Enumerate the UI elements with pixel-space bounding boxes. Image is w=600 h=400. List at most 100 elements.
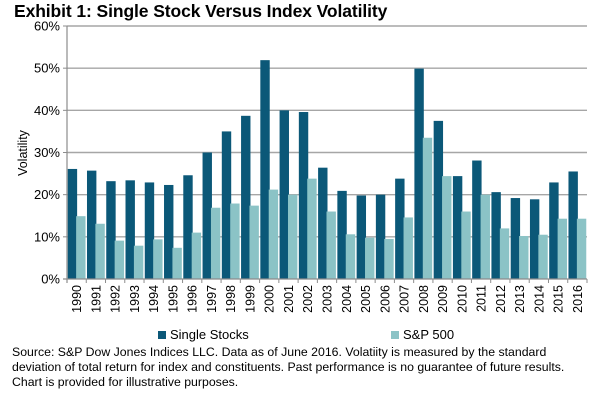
x-tick-label: 2000 [263,285,277,313]
source-line: Chart is provided for illustrative purpo… [12,375,239,389]
x-tick-label: 1991 [89,285,103,313]
bar-sp500 [461,211,471,279]
bar-sp500 [345,234,356,279]
bar-sp500 [172,247,182,279]
y-tick-label: 60% [34,19,60,34]
y-axis-label: Volatility [16,129,30,176]
x-tick-label: 2005 [359,285,373,313]
x-tick-label: 2007 [398,285,412,313]
y-tick-label: 30% [34,145,60,160]
bar-single-stocks [318,167,328,279]
x-tick-label: 2002 [301,285,315,313]
source-note: Source: S&P Dow Jones Indices LLC. Data … [12,345,597,390]
bar-sp500 [133,245,144,279]
bar-single-stocks [144,182,155,279]
legend-item-sp500: S&P 500 [391,327,454,342]
bar-single-stocks [221,131,232,279]
legend-label-single-stocks: Single Stocks [170,327,249,342]
legend-swatch-sp500 [391,330,399,339]
bar-sp500 [307,178,317,279]
bar-single-stocks [298,112,309,280]
bar-single-stocks [472,160,482,279]
bars [67,60,587,280]
x-tick-label: 1997 [205,285,219,313]
bar-single-stocks [67,168,78,279]
x-tick-label: 2012 [494,285,508,313]
bar-sp500 [384,238,394,279]
bar-single-stocks [241,115,251,279]
y-tick-label: 50% [34,61,60,76]
bar-sp500 [326,211,336,279]
bar-single-stocks [491,192,501,279]
bar-single-stocks [529,199,540,279]
bar-sp500 [268,189,279,279]
bar-sp500 [249,205,259,279]
bar-sp500 [76,216,86,279]
bar-single-stocks [510,198,521,279]
bar-sp500 [95,223,105,279]
x-tick-label: 2013 [513,285,527,313]
bar-single-stocks [433,120,444,279]
bar-single-stocks [164,184,174,279]
bar-sp500 [230,203,240,279]
bar-single-stocks [183,175,193,279]
bar-single-stocks [452,176,463,279]
legend-label-sp500: S&P 500 [403,327,455,342]
bar-single-stocks [279,110,289,279]
bar-sp500 [403,217,413,279]
bar-sp500 [442,176,452,279]
bar-single-stocks [395,178,405,279]
bar-single-stocks [356,195,367,279]
bar-single-stocks [125,180,135,279]
x-tick-label: 2003 [321,285,335,313]
bar-sp500 [538,234,548,279]
x-tick-label: 1994 [147,285,161,313]
bar-sp500 [422,137,433,279]
bar-sp500 [191,232,202,279]
bar-single-stocks [337,190,347,279]
source-line: Source: S&P Dow Jones Indices LLC. Data … [12,345,547,359]
bar-sp500 [365,237,375,279]
bar-single-stocks [549,182,559,279]
x-tick-label: 2004 [340,285,354,313]
bar-sp500 [519,235,529,279]
bar-single-stocks [260,60,270,279]
bar-single-stocks [86,170,97,279]
y-tick-label: 20% [34,187,60,202]
x-tick-label: 1998 [224,285,238,313]
x-tick-label: 2008 [417,285,431,313]
x-tick-label: 2001 [282,285,296,313]
x-tick-label: 2009 [436,285,450,313]
legend-item-single-stocks: Single Stocks [158,327,249,342]
bar-single-stocks [106,181,116,279]
x-tick-label: 2015 [552,285,566,313]
y-tick-label: 0% [41,272,60,287]
bar-single-stocks [568,171,578,279]
chart-title: Exhibit 1: Single Stock Versus Index Vol… [14,1,388,21]
bar-single-stocks [202,152,212,279]
chart-plot: 0%10%20%30%40%50%60% 1990 1991 1992 1993 199… [16,19,588,313]
bar-sp500 [210,207,221,279]
legend-swatch-single-stocks [158,330,166,339]
y-tick-label: 10% [34,229,60,244]
bar-sp500 [480,194,490,279]
axes [63,25,588,283]
x-tick-label: 1996 [186,285,200,313]
x-tick-label: 1993 [128,285,142,313]
bar-single-stocks [375,194,386,279]
bar-sp500 [153,239,163,279]
bar-sp500 [557,218,568,279]
x-tick-label: 2011 [475,285,489,312]
x-tick-label: 2010 [455,285,469,313]
x-tick-label: 2016 [571,285,585,313]
x-tick-labels: 1990 1991 1992 1993 1994 1995 1996 1997 1998 1999… [70,285,585,313]
source-line: deviation of total return for index and … [12,360,565,374]
legend: Single Stocks S&P 500 [0,327,600,343]
x-tick-label: 1992 [109,285,123,313]
bar-sp500 [499,228,510,279]
y-tick-labels: 0% 10% 20% 30% 40% 50% 60% [34,19,60,287]
x-tick-label: 1990 [70,285,84,313]
x-tick-label: 2006 [378,285,392,313]
bar-single-stocks [414,68,424,279]
bar-sp500 [287,194,298,279]
